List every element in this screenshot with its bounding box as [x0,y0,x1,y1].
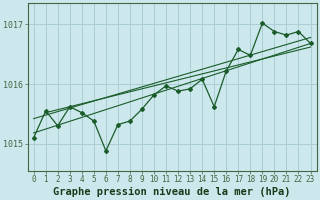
X-axis label: Graphe pression niveau de la mer (hPa): Graphe pression niveau de la mer (hPa) [53,186,291,197]
